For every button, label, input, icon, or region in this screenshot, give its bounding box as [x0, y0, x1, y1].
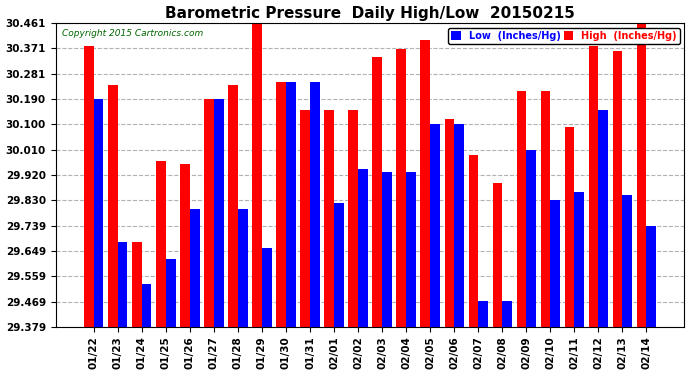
Bar [358, 170, 368, 327]
Bar [502, 301, 512, 327]
Bar [348, 110, 358, 327]
Bar [647, 225, 656, 327]
Bar [454, 124, 464, 327]
Bar [469, 155, 478, 327]
Bar [228, 85, 238, 327]
Bar [540, 91, 550, 327]
Text: Copyright 2015 Cartronics.com: Copyright 2015 Cartronics.com [62, 29, 203, 38]
Bar [430, 124, 440, 327]
Bar [517, 91, 526, 327]
Bar [262, 248, 272, 327]
Bar [190, 209, 199, 327]
Bar [574, 192, 584, 327]
Bar [550, 200, 560, 327]
Bar [157, 161, 166, 327]
Bar [478, 301, 488, 327]
Bar [166, 259, 175, 327]
Bar [564, 127, 574, 327]
Bar [214, 99, 224, 327]
Bar [300, 110, 310, 327]
Bar [334, 203, 344, 327]
Bar [94, 99, 104, 327]
Bar [589, 46, 598, 327]
Bar [444, 119, 454, 327]
Bar [286, 82, 295, 327]
Bar [118, 242, 128, 327]
Title: Barometric Pressure  Daily High/Low  20150215: Barometric Pressure Daily High/Low 20150… [165, 6, 575, 21]
Bar [637, 23, 647, 327]
Bar [84, 46, 94, 327]
Bar [493, 183, 502, 327]
Bar [382, 172, 392, 327]
Bar [204, 99, 214, 327]
Bar [526, 150, 535, 327]
Bar [132, 242, 142, 327]
Bar [142, 285, 152, 327]
Bar [253, 23, 262, 327]
Bar [180, 164, 190, 327]
Bar [310, 82, 319, 327]
Legend: Low  (Inches/Hg), High  (Inches/Hg): Low (Inches/Hg), High (Inches/Hg) [448, 28, 680, 44]
Bar [406, 172, 415, 327]
Bar [373, 57, 382, 327]
Bar [277, 82, 286, 327]
Bar [324, 110, 334, 327]
Bar [622, 195, 632, 327]
Bar [420, 40, 430, 327]
Bar [238, 209, 248, 327]
Bar [598, 110, 608, 327]
Bar [397, 49, 406, 327]
Bar [108, 85, 118, 327]
Bar [613, 51, 622, 327]
